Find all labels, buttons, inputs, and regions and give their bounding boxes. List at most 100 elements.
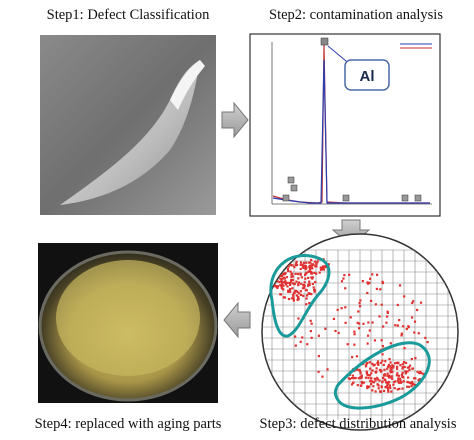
defect-dot (287, 265, 290, 268)
defect-dot (368, 361, 371, 364)
defect-dot (295, 263, 299, 267)
defect-dot (420, 371, 423, 375)
defect-dot (389, 376, 392, 379)
defect-dot (372, 364, 375, 367)
arrow (223, 301, 251, 339)
defect-dot (287, 264, 290, 267)
defect-dot (286, 267, 290, 271)
defect-dot (342, 277, 345, 280)
defect-dot (290, 297, 294, 300)
defect-dot (302, 266, 305, 270)
defect-dot (340, 307, 343, 310)
defect-dot (400, 381, 403, 384)
defect-dot (377, 384, 380, 387)
defect-dot (310, 322, 313, 325)
defect-dot (426, 340, 429, 344)
defect-dot (414, 377, 417, 380)
defect-dot (308, 301, 311, 305)
defect-dot (319, 266, 322, 269)
defect-dot (310, 336, 313, 339)
defect-dot (403, 295, 406, 298)
defect-dot (417, 332, 420, 335)
defect-dot (422, 372, 425, 375)
defect-dot (283, 296, 287, 299)
defect-dot (280, 279, 283, 283)
defect-dot (356, 384, 359, 387)
defect-dot (368, 281, 371, 284)
defect-dot (385, 384, 389, 387)
defect-dot (297, 281, 300, 284)
defect-dot (386, 386, 389, 389)
defect-dot (294, 335, 297, 338)
defect-dot (317, 334, 321, 337)
defect-dot (287, 297, 291, 301)
defect-dot (344, 287, 347, 290)
defect-dot (379, 390, 382, 393)
defect-dot (318, 271, 321, 274)
defect-dot (302, 261, 306, 264)
defect-dot (350, 377, 354, 380)
defect-dot (380, 339, 383, 342)
defect-dot (394, 380, 397, 383)
defect-dot (399, 364, 402, 367)
defect-dot (281, 284, 284, 287)
defect-dot (285, 283, 288, 286)
defect-dot (289, 283, 292, 286)
defect-dot (360, 384, 363, 387)
defect-dot (359, 376, 362, 379)
defect-dot (280, 285, 283, 288)
defect-dot (366, 386, 369, 390)
defect-dot (383, 368, 386, 371)
defect-dot (279, 274, 282, 277)
defect-dot (315, 265, 318, 268)
defect-dot (302, 294, 305, 298)
defect-dot (369, 299, 373, 303)
defect-dot (290, 275, 293, 279)
defect-dot (294, 272, 297, 275)
defect-dot (376, 376, 379, 379)
callout: Al (360, 68, 375, 85)
defect-dot (348, 373, 352, 376)
defect-dot (402, 361, 406, 364)
defect-dot (371, 369, 374, 372)
defect-dot (282, 284, 285, 287)
defect-dot (295, 262, 298, 265)
defect-dot (375, 367, 378, 370)
defect-dot (307, 283, 310, 286)
defect-dot (294, 263, 297, 267)
defect-dot (304, 265, 307, 268)
defect-dot (284, 280, 287, 284)
defect-dot (403, 347, 406, 350)
defect-dot (382, 376, 385, 379)
defect-dot (395, 367, 399, 370)
defect-dot (412, 383, 415, 386)
defect-dot (340, 280, 344, 283)
defect-dot (297, 272, 300, 276)
defect-dot (410, 385, 413, 388)
defect-dot (405, 327, 408, 331)
defect-dot (381, 281, 384, 285)
defect-dot (371, 380, 374, 384)
defect-dot (291, 278, 294, 282)
defect-dot (366, 334, 370, 337)
defect-dot (275, 285, 278, 288)
defect-dot (379, 288, 382, 291)
defect-dot (378, 315, 381, 318)
defect-dot (413, 331, 416, 334)
defect-dot (297, 292, 301, 295)
defect-dot (389, 361, 392, 364)
defect-dot (377, 362, 380, 365)
defect-dot (419, 370, 422, 373)
step-label: Step1: Defect Classification (47, 7, 210, 23)
defect-dot (317, 355, 320, 358)
defect-dot (376, 378, 379, 381)
defect-dot (280, 277, 284, 280)
defect-dot (382, 363, 385, 367)
defect-dot (304, 272, 308, 275)
defect-dot (289, 280, 293, 283)
defect-dot (424, 336, 427, 340)
defect-dot (362, 381, 366, 384)
defect-dot (279, 284, 282, 287)
defect-dot (385, 321, 388, 324)
defect-dot (314, 280, 317, 284)
